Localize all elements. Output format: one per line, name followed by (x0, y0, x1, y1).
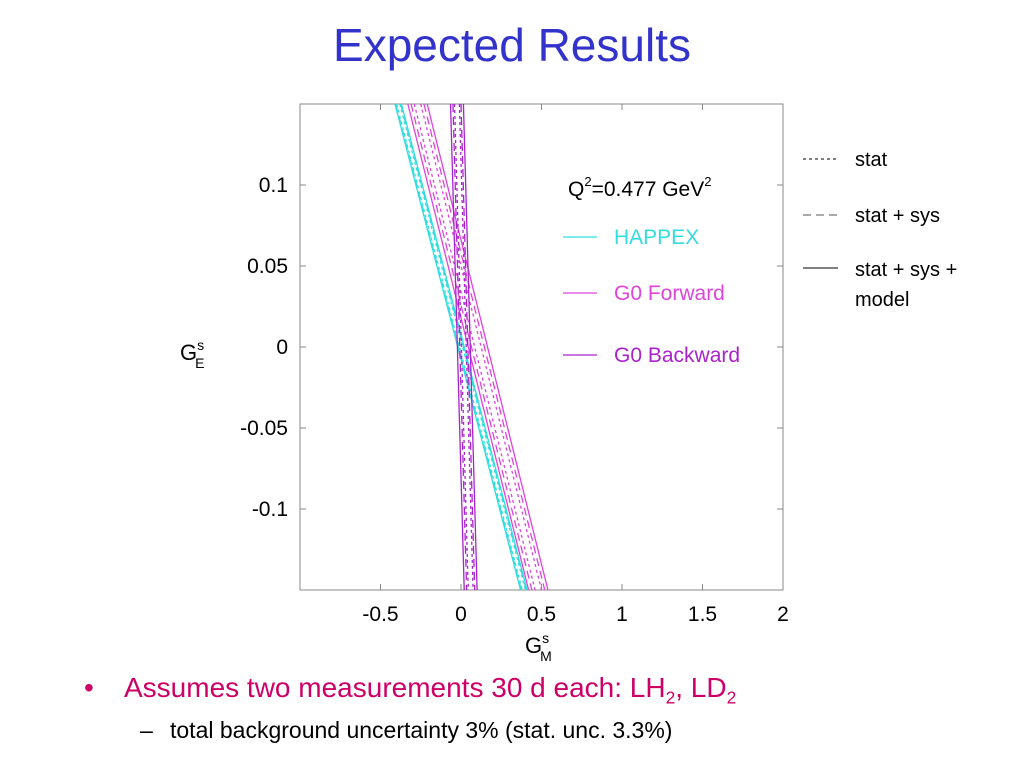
g0-forward-model-band-line (426, 104, 549, 590)
plot-frame (299, 103, 784, 591)
y-tick-label: -0.1 (252, 498, 288, 521)
style-legend-model-label2: model (855, 289, 909, 311)
x-tick-label: 0.5 (527, 603, 556, 626)
x-tick-label: -0.5 (362, 603, 398, 626)
style-legend-stat-sys-label: stat + sys (855, 205, 940, 227)
q2-annotation-base: Q (568, 178, 584, 201)
q2-annotation-sup2: 2 (704, 174, 711, 189)
style-legend-model: stat + sys + model (803, 259, 957, 311)
x-tick-label: 1.5 (688, 603, 717, 626)
style-legend-stat-sys: stat + sys (803, 205, 940, 227)
legend-g0-forward-label: G0 Forward (614, 282, 725, 305)
g0-backward-model-band-line (462, 104, 478, 590)
style-legend-stat-label: stat (855, 149, 888, 171)
bullet-dot: • (84, 672, 94, 703)
style-legend-stat: stat (803, 149, 888, 171)
g0-forward-model-band-line (407, 104, 530, 590)
bullet-dash: – (140, 716, 153, 743)
x-tick-label: 2 (777, 603, 789, 626)
y-axis-label-sup: s (197, 337, 204, 353)
x-tick-labels: -0.5 0 0.5 1 1.5 2 (362, 603, 788, 626)
g0-backward-sys-band-line (452, 104, 468, 590)
y-axis-label-sub: E (195, 355, 204, 371)
band-lines (394, 104, 549, 590)
g0-backward-sys-band-line (460, 104, 476, 590)
legend-g0-forward: G0 Forward (563, 282, 725, 305)
bullet-sub-text: total background uncertainty 3% (stat. u… (170, 716, 673, 743)
x-axis-label-sub: M (540, 648, 552, 664)
bullet-main-prefix: Assumes two measurements 30 d each: LH (124, 672, 666, 703)
style-legend-model-label: stat + sys + (855, 259, 957, 281)
y-tick-label: -0.05 (240, 417, 288, 440)
y-tick-label: 0.05 (247, 255, 288, 278)
y-tick-label: 0.1 (259, 174, 288, 197)
slide-title: Expected Results (333, 19, 691, 71)
q2-annotation-mid: =0.477 GeV (592, 178, 705, 201)
y-tick-label: 0 (276, 336, 288, 359)
chart: -0.5 0 0.5 1 1.5 2 0.10.050-0.05-0.1 Gs M Gs E … (180, 103, 957, 664)
bullet-main-text: Assumes two measurements 30 d each: LH2,… (124, 672, 736, 709)
y-axis-label-main: G (180, 340, 197, 365)
legend-g0-backward: G0 Backward (563, 344, 740, 367)
q2-annotation-sup1: 2 (584, 174, 591, 189)
happex-sys-band-line (399, 104, 527, 590)
x-tick-label: 0 (455, 603, 467, 626)
y-tick-labels: 0.1 0.05 0 -0.05 -0.1 (240, 174, 288, 521)
legend-g0-backward-label: G0 Backward (614, 344, 740, 367)
y-axis-label: Gs E (180, 337, 204, 371)
bullet-main: • Assumes two measurements 30 d each: LH… (84, 672, 736, 709)
legend-happex-label: HAPPEX (614, 226, 699, 249)
x-axis-label-sup: s (542, 630, 549, 646)
bullet-main-sub2: 2 (726, 687, 737, 708)
bullet-main-sub1: 2 (665, 687, 676, 708)
g0-forward-sys-band-line (410, 104, 533, 590)
x-axis-label-main: G (525, 633, 542, 658)
bullet-main-mid: , LD (675, 672, 727, 703)
legend-happex: HAPPEX (563, 226, 699, 249)
g0-forward-sys-band-line (423, 104, 546, 590)
q2-annotation: Q2=0.477 GeV2 (568, 174, 711, 201)
x-tick-label: 1 (616, 603, 628, 626)
happex-model-band-line (400, 104, 528, 590)
bullet-list: • Assumes two measurements 30 d each: LH… (84, 672, 736, 744)
bullet-sub: – total background uncertainty 3% (stat.… (140, 717, 736, 744)
x-axis-label: Gs M (525, 630, 552, 664)
g0-backward-model-band-line (449, 104, 465, 590)
happex-sys-band-line (395, 104, 523, 590)
